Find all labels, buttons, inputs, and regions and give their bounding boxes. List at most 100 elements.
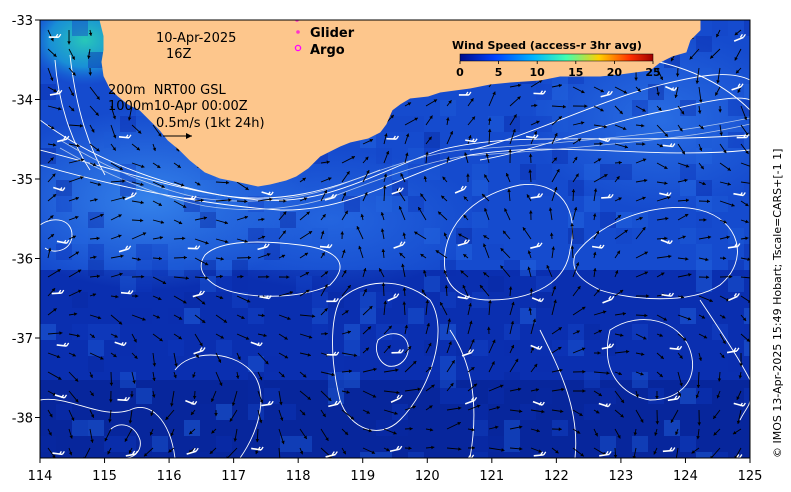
- current-arrowhead: [429, 115, 433, 120]
- current-arrowhead: [471, 339, 475, 343]
- wind-barb-flag: [326, 244, 330, 248]
- current-arrowhead: [548, 207, 553, 211]
- current-arrowhead: [156, 315, 160, 319]
- ocean-cell: [264, 356, 280, 372]
- current-arrowhead: [301, 411, 306, 416]
- current-arrowhead: [747, 299, 750, 303]
- current-arrowhead: [670, 419, 674, 423]
- wind-barb-flag: [130, 290, 134, 294]
- ocean-cell: [600, 388, 616, 404]
- current-arrowhead: [69, 435, 73, 439]
- current-arrowhead: [199, 342, 203, 347]
- current-arrowhead: [689, 55, 694, 60]
- ocean-cell: [264, 244, 280, 260]
- current-arrowhead: [304, 252, 309, 256]
- current-arrowhead: [165, 416, 169, 420]
- wind-barb-flag: [540, 451, 544, 456]
- ocean-cell: [88, 340, 104, 356]
- wind-barb-flag: [669, 240, 673, 244]
- current-arrowhead: [149, 431, 154, 436]
- current-arrowhead: [620, 333, 624, 337]
- current-arrowhead: [743, 116, 748, 121]
- current-arrowhead: [538, 449, 542, 453]
- ocean-cell: [408, 116, 424, 132]
- wind-barb-flag: [193, 195, 197, 200]
- current-arrowhead: [727, 167, 731, 171]
- wind-barb-flag: [399, 445, 403, 450]
- current-arrowhead: [381, 282, 386, 286]
- current-arrowhead: [71, 417, 75, 421]
- current-arrowhead: [49, 215, 54, 219]
- wind-barb-flag: [334, 194, 338, 198]
- current-arrowhead: [91, 334, 95, 338]
- ocean-cell: [88, 260, 104, 276]
- ocean-cell: [376, 420, 392, 436]
- current-arrowhead: [688, 273, 692, 277]
- wind-barb: [659, 192, 670, 197]
- current-arrowhead: [592, 251, 597, 256]
- wind-barb-flag: [127, 290, 131, 294]
- current-arrowhead: [388, 325, 392, 330]
- ocean-cell: [600, 436, 616, 452]
- wind-barb-flag: [474, 397, 478, 401]
- current-arrowhead: [241, 315, 245, 319]
- current-arrowhead: [492, 339, 496, 344]
- current-arrowhead: [695, 394, 700, 399]
- current-arrowhead: [618, 197, 622, 201]
- current-arrowhead: [112, 147, 116, 151]
- current-arrowhead: [581, 89, 585, 94]
- current-arrowhead: [664, 133, 668, 137]
- ocean-cell: [488, 116, 504, 132]
- current-arrowhead: [698, 147, 703, 152]
- ocean-cell: [88, 244, 104, 260]
- current-arrowhead: [695, 80, 700, 84]
- wind-barb-flag: [532, 134, 536, 139]
- current-arrowhead: [124, 438, 128, 442]
- current-arrowhead: [597, 351, 601, 355]
- current-arrowhead: [501, 448, 505, 452]
- wind-barb-flag: [536, 345, 540, 350]
- current-arrowhead: [655, 421, 660, 425]
- current-arrowhead: [442, 176, 446, 181]
- current-arrowhead: [303, 197, 308, 201]
- current-arrowhead: [360, 213, 365, 218]
- current-arrowhead: [723, 220, 727, 224]
- current-arrowhead: [722, 340, 726, 344]
- wind-barb-flag: [537, 193, 541, 197]
- current-arrowhead: [412, 405, 416, 409]
- current-arrowhead: [386, 447, 390, 452]
- wind-barb: [319, 245, 331, 249]
- current-arrowhead: [68, 451, 73, 456]
- wind-barb: [120, 291, 131, 295]
- current-arrowhead: [495, 425, 499, 430]
- depth-info-line-2: 1000m10-Apr 00:00Z: [108, 99, 248, 114]
- current-arrowhead: [189, 430, 193, 435]
- current-arrowhead: [71, 56, 75, 60]
- current-arrowhead: [225, 180, 230, 185]
- current-arrowhead: [211, 398, 215, 402]
- wind-barb-flag: [733, 347, 737, 352]
- wind-barb-flag: [395, 135, 399, 140]
- current-arrowhead: [576, 330, 580, 334]
- ocean-cell: [744, 404, 750, 420]
- wind-barb-flag: [611, 295, 615, 300]
- current-arrowhead: [80, 158, 85, 162]
- current-arrowhead: [122, 196, 126, 200]
- current-arrowhead: [593, 188, 598, 192]
- current-arrowhead: [228, 198, 232, 202]
- ocean-cell: [616, 228, 632, 244]
- contour-lines: [40, 54, 750, 458]
- current-arrowhead: [90, 392, 94, 397]
- current-arrowhead: [168, 449, 172, 453]
- wind-barb: [125, 453, 136, 457]
- wind-barb-flag: [608, 295, 612, 300]
- current-arrowhead: [697, 422, 702, 426]
- current-arrowhead: [665, 216, 669, 221]
- ocean-cell: [472, 436, 488, 452]
- current-arrowhead: [573, 207, 578, 211]
- current-arrowhead: [717, 378, 722, 382]
- current-arrowhead: [398, 206, 403, 210]
- contour-line: [479, 97, 750, 161]
- wind-barb-flag: [199, 347, 203, 351]
- current-arrowhead: [308, 335, 313, 339]
